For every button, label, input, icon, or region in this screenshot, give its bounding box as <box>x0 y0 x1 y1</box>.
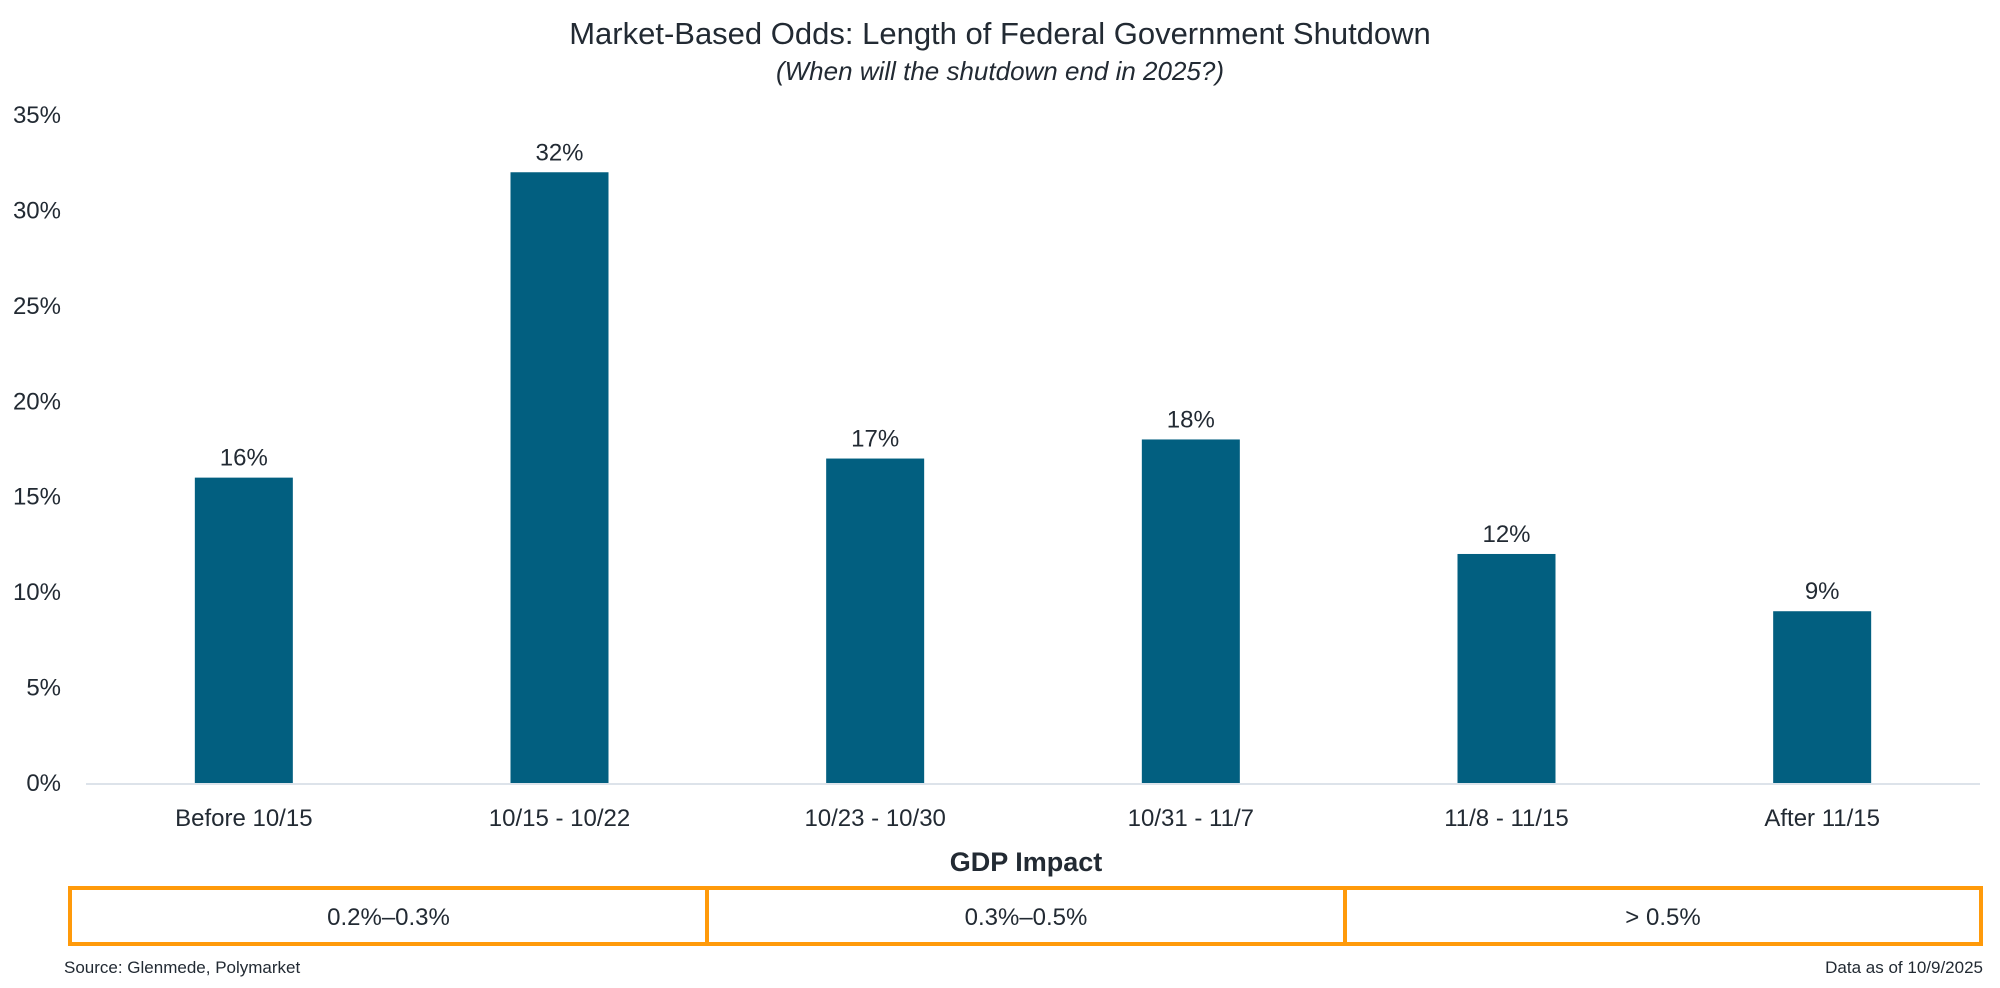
data-label: 32% <box>535 139 583 166</box>
data-label: 18% <box>1167 406 1215 433</box>
bar <box>1457 553 1556 783</box>
chart-subtitle: (When will the shutdown end in 2025?) <box>776 56 1224 86</box>
x-tick-label: Before 10/15 <box>175 805 312 832</box>
y-tick-label: 20% <box>13 388 61 415</box>
data-label: 17% <box>851 426 899 453</box>
x-axis: Before 10/15 10/15 - 10/22 10/23 - 10/30 10… <box>175 805 1880 832</box>
data-label: 16% <box>220 445 268 472</box>
gdp-impact-border <box>68 886 1983 946</box>
y-tick-label: 5% <box>26 675 61 702</box>
gdp-impact-cell: 0.3%–0.5% <box>965 904 1088 931</box>
y-tick-label: 0% <box>26 770 61 797</box>
y-tick-label: 35% <box>13 102 61 129</box>
y-tick-label: 25% <box>13 293 61 320</box>
bar <box>510 172 609 783</box>
data-label: 9% <box>1805 578 1840 605</box>
x-tick-label: 10/31 - 11/7 <box>1128 805 1254 832</box>
data-label: 12% <box>1482 521 1530 548</box>
x-tick-label: 11/8 - 11/15 <box>1444 805 1569 832</box>
bar <box>1141 439 1240 783</box>
data-labels: 16% 32% 17% 18% 12% 9% <box>220 139 1840 605</box>
bar <box>1773 611 1872 783</box>
y-tick-label: 15% <box>13 484 61 511</box>
gdp-impact-cell: > 0.5% <box>1625 904 1700 931</box>
gdp-impact-cell: 0.2%–0.3% <box>327 904 450 931</box>
x-tick-label: 10/23 - 10/30 <box>804 805 945 832</box>
x-tick-label: 10/15 - 10/22 <box>489 805 630 832</box>
source-note: Source: Glenmede, Polymarket <box>64 958 300 977</box>
data-as-of-note: Data as of 10/9/2025 <box>1825 958 1983 977</box>
gdp-impact-table: 0.2%–0.3% 0.3%–0.5% > 0.5% <box>68 886 1983 946</box>
y-axis: 0% 5% 10% 15% 20% 25% 30% 35% <box>13 102 61 797</box>
y-tick-label: 10% <box>13 579 61 606</box>
bars <box>194 172 1872 783</box>
bar <box>826 458 925 783</box>
x-tick-label: After 11/15 <box>1764 805 1880 832</box>
bar <box>194 477 293 783</box>
y-tick-label: 30% <box>13 197 61 224</box>
gdp-impact-title: GDP Impact <box>950 847 1103 877</box>
chart-title: Market-Based Odds: Length of Federal Gov… <box>569 16 1431 51</box>
